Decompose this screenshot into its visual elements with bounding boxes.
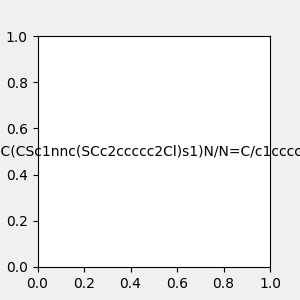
Text: O=C(CSc1nnc(SCc2ccccc2Cl)s1)N/N=C/c1ccccc1C: O=C(CSc1nnc(SCc2ccccc2Cl)s1)N/N=C/c1cccc… xyxy=(0,145,300,158)
